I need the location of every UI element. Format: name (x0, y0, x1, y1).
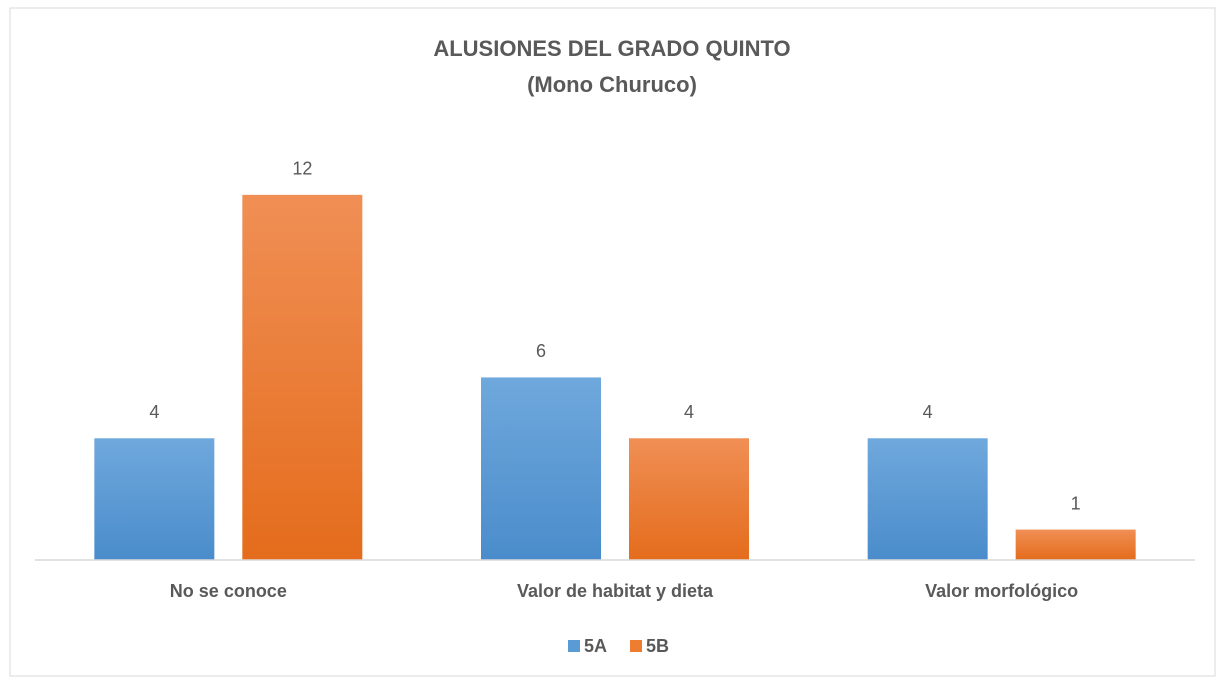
legend-label: 5B (646, 636, 669, 656)
bar (481, 377, 601, 560)
data-label: 12 (292, 159, 312, 179)
x-tick-label: Valor de habitat y dieta (517, 581, 714, 601)
chart-subtitle: (Mono Churuco) (527, 72, 697, 97)
x-tick-label: No se conoce (170, 581, 287, 601)
x-tick-label: Valor morfológico (925, 581, 1078, 601)
chart-frame (9, 7, 1216, 677)
chart-title: ALUSIONES DEL GRADO QUINTO (433, 36, 790, 61)
data-label: 4 (684, 402, 694, 422)
data-label: 4 (923, 402, 933, 422)
bar (94, 438, 215, 560)
data-label: 1 (1071, 493, 1081, 513)
bar (242, 194, 363, 560)
data-label: 6 (536, 341, 546, 361)
bar (1015, 529, 1136, 560)
legend-swatch (568, 640, 580, 652)
data-label: 4 (149, 402, 159, 422)
legend-swatch (630, 640, 642, 652)
bar (629, 438, 749, 560)
bar (867, 438, 988, 560)
legend-label: 5A (584, 636, 607, 656)
